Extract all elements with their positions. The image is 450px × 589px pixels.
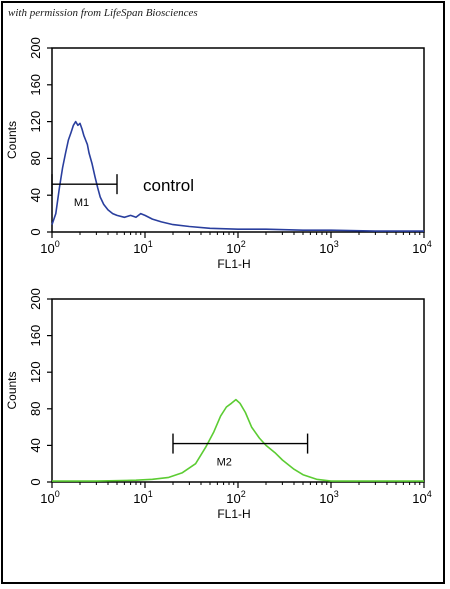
- x-tick-label: 101: [133, 239, 152, 256]
- y-tick-label: 200: [28, 37, 43, 59]
- x-tick-base: 10: [226, 241, 240, 256]
- x-tick-base: 10: [40, 241, 54, 256]
- x-tick-label: 103: [319, 239, 338, 256]
- x-tick-base: 10: [412, 491, 426, 506]
- x-tick-exponent: 4: [427, 239, 432, 249]
- y-axis-label: Counts: [5, 121, 19, 159]
- y-axis-label: Counts: [5, 371, 19, 409]
- x-tick-base: 10: [40, 491, 54, 506]
- x-tick-exponent: 4: [427, 489, 432, 499]
- x-tick-exponent: 3: [334, 489, 339, 499]
- x-tick-base: 10: [133, 491, 147, 506]
- x-tick-base: 10: [226, 491, 240, 506]
- x-tick-label: 102: [226, 239, 245, 256]
- gate-marker-label: M1: [74, 197, 89, 209]
- x-tick-base: 10: [319, 241, 333, 256]
- x-axis-label: FL1-H: [217, 507, 250, 521]
- y-tick-label: 40: [28, 188, 43, 202]
- x-tick-exponent: 2: [241, 239, 246, 249]
- x-tick-exponent: 1: [148, 489, 153, 499]
- x-tick-label: 102: [226, 489, 245, 506]
- x-tick-exponent: 2: [241, 489, 246, 499]
- y-tick-label: 80: [28, 402, 43, 416]
- x-tick-base: 10: [319, 491, 333, 506]
- x-axis-label: FL1-H: [217, 257, 250, 271]
- plot-frame: [51, 298, 425, 483]
- x-tick-label: 104: [412, 239, 431, 256]
- x-tick-label: 100: [40, 489, 59, 506]
- x-tick-exponent: 0: [55, 489, 60, 499]
- x-tick-label: 100: [40, 239, 59, 256]
- y-tick-label: 160: [28, 74, 43, 96]
- x-tick-exponent: 1: [148, 239, 153, 249]
- y-tick-label: 40: [28, 438, 43, 452]
- figure-frame: [1, 1, 445, 584]
- x-tick-exponent: 3: [334, 239, 339, 249]
- y-tick-label: 120: [28, 111, 43, 133]
- x-tick-label: 101: [133, 489, 152, 506]
- plot-frame: [51, 47, 425, 233]
- sample-annotation: control: [143, 176, 194, 195]
- histogram-trace: [52, 398, 424, 482]
- x-tick-base: 10: [133, 241, 147, 256]
- x-tick-base: 10: [412, 241, 426, 256]
- credit-text: with permission from LifeSpan Bioscience…: [8, 7, 198, 19]
- x-tick-label: 104: [412, 489, 431, 506]
- y-tick-label: 0: [28, 228, 43, 235]
- x-tick-label: 103: [319, 489, 338, 506]
- histogram-trace: [51, 120, 424, 232]
- y-tick-label: 160: [28, 325, 43, 347]
- y-tick-label: 200: [28, 288, 43, 310]
- gate-marker-label: M2: [217, 457, 232, 469]
- y-tick-label: 80: [28, 151, 43, 165]
- x-tick-exponent: 0: [55, 239, 60, 249]
- y-tick-label: 120: [28, 361, 43, 383]
- y-tick-label: 0: [28, 478, 43, 485]
